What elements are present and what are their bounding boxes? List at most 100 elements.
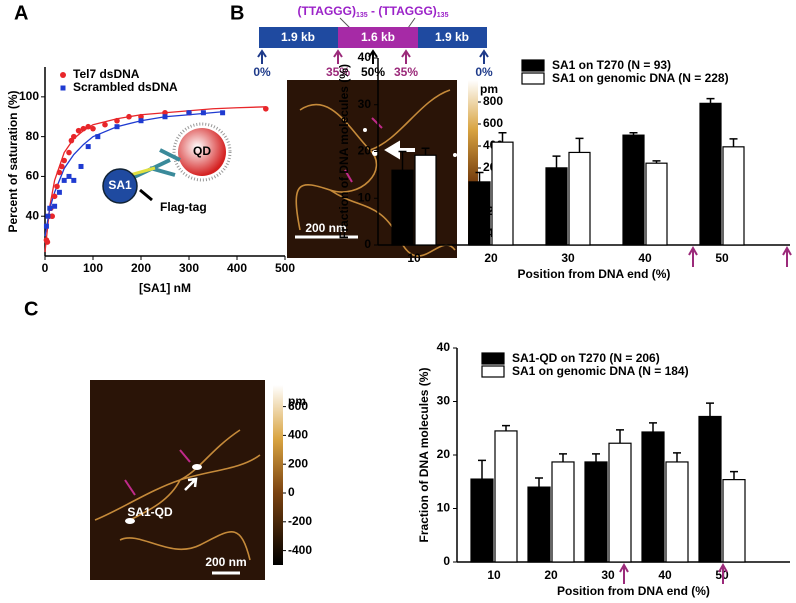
point bbox=[85, 144, 91, 150]
legend-swatch bbox=[481, 352, 505, 365]
x-tick-label: 30 bbox=[601, 568, 615, 582]
y-tick-label: 10 bbox=[358, 190, 372, 204]
point bbox=[71, 133, 77, 140]
y-tick-label: 60 bbox=[26, 169, 40, 183]
x-tick-label: 40 bbox=[638, 251, 652, 265]
colorbar-unit: pm bbox=[288, 394, 306, 408]
x-tick-label: 0 bbox=[42, 261, 49, 275]
image-label: SA1-QD bbox=[127, 505, 173, 519]
bar bbox=[551, 461, 575, 563]
bar bbox=[665, 461, 689, 563]
legend-label: SA1 on T270 (N = 93) bbox=[552, 58, 671, 72]
point bbox=[114, 117, 120, 124]
error-bar bbox=[552, 155, 561, 168]
colorbar-tick-label: -400 bbox=[288, 543, 312, 557]
point bbox=[75, 127, 82, 134]
x-tick-label: 500 bbox=[275, 261, 295, 275]
point bbox=[66, 173, 72, 179]
x-tick-label: 20 bbox=[484, 251, 498, 265]
repeat-label: (TTAGGG)135 - (TTAGGG)135 bbox=[298, 4, 449, 19]
point bbox=[78, 163, 84, 169]
point bbox=[126, 113, 132, 120]
error-bar bbox=[421, 147, 430, 156]
error-bar bbox=[475, 171, 484, 182]
colorbar-tick-label: 200 bbox=[288, 456, 308, 470]
bar bbox=[568, 151, 591, 246]
x-tick-label: 40 bbox=[658, 568, 672, 582]
colorbar-tick-label: 600 bbox=[288, 399, 308, 413]
point bbox=[61, 177, 67, 183]
error-bar bbox=[559, 453, 567, 462]
error-bar bbox=[629, 132, 638, 136]
x-tick-label: 20 bbox=[544, 568, 558, 582]
point bbox=[186, 110, 192, 116]
y-tick-label: 30 bbox=[358, 97, 372, 111]
legend-label: Tel7 dsDNA bbox=[73, 67, 140, 81]
legend-label: SA1 on genomic DNA (N = 184) bbox=[512, 364, 689, 378]
bar bbox=[527, 486, 551, 563]
legend-marker bbox=[60, 85, 66, 91]
point bbox=[45, 213, 51, 219]
point bbox=[56, 169, 63, 176]
bar bbox=[698, 415, 722, 563]
y-tick-label: 40 bbox=[358, 50, 372, 64]
x-tick-label: 400 bbox=[227, 261, 247, 275]
point bbox=[61, 157, 67, 164]
point bbox=[114, 124, 120, 130]
error-bar bbox=[592, 453, 600, 462]
legend-swatch bbox=[521, 59, 545, 72]
point bbox=[85, 123, 91, 130]
colorbar-gradient bbox=[468, 80, 478, 245]
point bbox=[43, 223, 49, 229]
error-bar bbox=[398, 150, 407, 171]
point bbox=[59, 163, 65, 170]
x-axis-label: Position from DNA end (%) bbox=[557, 584, 710, 598]
y-tick-label: 80 bbox=[26, 129, 40, 143]
protein-label: SA1 bbox=[108, 178, 132, 192]
colorbar-tick-label: -200 bbox=[288, 514, 312, 528]
position-arrows bbox=[257, 49, 489, 64]
colorbar: 600 400 200 0 -200 -400 bbox=[273, 385, 312, 565]
point bbox=[66, 149, 72, 156]
point bbox=[49, 213, 55, 220]
fit-line bbox=[44, 106, 266, 253]
position-label: 35% bbox=[326, 65, 350, 79]
segment-label: 1.6 kb bbox=[361, 30, 395, 44]
bar bbox=[391, 169, 414, 246]
x-tick-label: 300 bbox=[179, 261, 199, 275]
point bbox=[54, 183, 60, 190]
point bbox=[71, 177, 77, 183]
scale-bar-label: 200 nm bbox=[305, 221, 346, 235]
error-bar bbox=[729, 138, 738, 147]
point bbox=[51, 193, 58, 200]
bar bbox=[722, 146, 745, 246]
qd-label: QD bbox=[193, 144, 211, 158]
bar bbox=[608, 442, 632, 563]
error-bar bbox=[502, 424, 510, 431]
colorbar-tick-label: 800 bbox=[483, 94, 503, 108]
afm-image: SA1-QD 200 nm pm bbox=[90, 380, 306, 580]
bar bbox=[645, 162, 668, 246]
segment bbox=[418, 27, 487, 48]
point bbox=[162, 109, 168, 116]
point bbox=[95, 134, 101, 140]
x-tick-label: 10 bbox=[487, 568, 501, 582]
legend-swatch bbox=[521, 72, 545, 85]
segment bbox=[259, 27, 338, 48]
bar bbox=[470, 478, 494, 563]
error-bar bbox=[478, 459, 486, 480]
legend-marker bbox=[60, 72, 66, 78]
y-tick-label: 0 bbox=[443, 554, 450, 568]
y-axis-label: Fraction of DNA molecules (%) bbox=[417, 368, 431, 543]
position-label: 0% bbox=[475, 65, 493, 79]
segment-label: 1.9 kb bbox=[435, 30, 469, 44]
position-arrow bbox=[619, 562, 629, 584]
segment-label: 1.9 kb bbox=[281, 30, 315, 44]
legend-label: SA1-QD on T270 (N = 206) bbox=[512, 351, 660, 365]
error-bar bbox=[652, 160, 661, 164]
position-arrow bbox=[718, 562, 728, 584]
bar bbox=[414, 154, 437, 246]
y-tick-label: 100 bbox=[19, 89, 39, 103]
